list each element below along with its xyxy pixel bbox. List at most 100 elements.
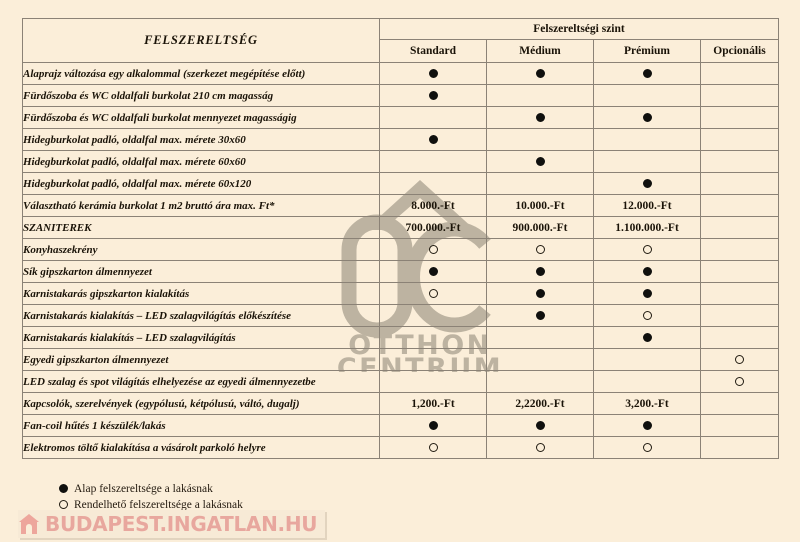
marker-cell-optional	[700, 106, 779, 129]
marker-cell-optional	[700, 282, 779, 305]
marker-cell-optional	[700, 348, 779, 371]
hollow-dot-icon	[735, 377, 744, 387]
marker-cell-standard	[379, 370, 487, 393]
equipment-level-group-header: Felszereltségi szint	[379, 18, 779, 40]
marker-cell-standard	[379, 260, 487, 283]
header-row-levels: Standard Médium Prémium Opcionális	[23, 39, 779, 63]
marker-cell-medium	[486, 348, 594, 371]
filled-dot-icon	[535, 157, 545, 167]
hollow-dot-icon	[58, 500, 68, 510]
marker-cell-medium	[486, 62, 594, 85]
filled-dot-icon	[535, 311, 545, 321]
marker-cell-premium	[593, 414, 701, 437]
price-cell-standard: 700.000.-Ft	[379, 216, 487, 239]
price-cell-standard: 1,200.-Ft	[379, 392, 487, 415]
filled-dot-icon	[428, 69, 438, 79]
marker-cell-premium	[593, 348, 701, 371]
table-row: Hidegburkolat padló, oldalfal max. méret…	[22, 172, 779, 195]
marker-cell-standard	[379, 436, 487, 459]
feature-label: Választható kerámia burkolat 1 m2 bruttó…	[22, 194, 380, 217]
filled-dot-icon	[535, 421, 545, 431]
table-row: Sík gipszkarton álmennyezet	[22, 260, 779, 283]
marker-cell-medium	[486, 414, 594, 437]
marker-cell-medium	[486, 150, 594, 173]
filled-dot-icon	[535, 113, 545, 123]
filled-dot-icon	[642, 267, 652, 277]
filled-dot-icon	[642, 421, 652, 431]
price-cell-optional	[700, 216, 779, 239]
price-cell-optional	[700, 392, 779, 415]
marker-cell-standard	[379, 84, 487, 107]
marker-cell-premium	[593, 106, 701, 129]
marker-cell-premium	[593, 62, 701, 85]
feature-label: Hidegburkolat padló, oldalfal max. méret…	[22, 150, 380, 173]
marker-cell-premium	[593, 84, 701, 107]
feature-label: Konyhaszekrény	[22, 238, 380, 261]
specification-table-container: FELSZERELTSÉG Felszereltségi szint Stand…	[22, 18, 779, 459]
marker-cell-premium	[593, 326, 701, 349]
marker-cell-standard	[379, 304, 487, 327]
marker-cell-medium	[486, 436, 594, 459]
feature-label: Fürdőszoba és WC oldalfali burkolat menn…	[22, 106, 380, 129]
marker-cell-medium	[486, 260, 594, 283]
hollow-dot-icon	[428, 443, 438, 453]
table-row: Hidegburkolat padló, oldalfal max. méret…	[22, 150, 779, 173]
filled-dot-icon	[642, 69, 652, 79]
column-header-optional: Opcionális	[700, 39, 779, 63]
table-row: Fürdőszoba és WC oldalfali burkolat 210 …	[22, 84, 779, 107]
filled-dot-icon	[642, 113, 652, 123]
feature-label: LED szalag és spot világítás elhelyezése…	[22, 370, 380, 393]
marker-cell-standard	[379, 238, 487, 261]
marker-cell-medium	[486, 304, 594, 327]
feature-label: Karnistakarás kialakítás – LED szalagvil…	[22, 304, 380, 327]
marker-cell-optional	[700, 62, 779, 85]
table-row: Konyhaszekrény	[22, 238, 779, 261]
price-cell-optional	[700, 194, 779, 217]
table-row: Egyedi gipszkarton álmennyezet	[22, 348, 779, 371]
marker-cell-optional	[700, 84, 779, 107]
filled-dot-icon	[642, 179, 652, 189]
feature-column-header: FELSZERELTSÉG	[22, 18, 380, 63]
marker-cell-standard	[379, 172, 487, 195]
feature-label: Sík gipszkarton álmennyezet	[22, 260, 380, 283]
hollow-dot-icon	[535, 443, 545, 453]
marker-cell-medium	[486, 128, 594, 151]
brand-name: BUDAPEST.INGATLAN.HU	[45, 512, 318, 536]
marker-cell-standard	[379, 62, 487, 85]
table-head: FELSZERELTSÉG Felszereltségi szint Stand…	[22, 18, 779, 63]
marker-cell-premium	[593, 238, 701, 261]
table-row: Karnistakarás gipszkarton kialakítás	[22, 282, 779, 305]
filled-dot-icon	[642, 289, 652, 299]
marker-cell-optional	[700, 238, 779, 261]
marker-cell-standard	[379, 282, 487, 305]
feature-label: Hidegburkolat padló, oldalfal max. méret…	[22, 128, 380, 151]
marker-cell-premium	[593, 436, 701, 459]
column-header-premium: Prémium	[593, 39, 701, 63]
marker-cell-premium	[593, 304, 701, 327]
marker-cell-premium	[593, 150, 701, 173]
budapest-ingatlan-brand[interactable]: BUDAPEST.INGATLAN.HU	[18, 510, 326, 538]
table-row: LED szalag és spot világítás elhelyezése…	[22, 370, 779, 393]
table-row: Karnistakarás kialakítás – LED szalagvil…	[22, 304, 779, 327]
price-cell-standard: 8.000.-Ft	[379, 194, 487, 217]
hollow-dot-icon	[735, 355, 744, 365]
marker-cell-standard	[379, 106, 487, 129]
marker-cell-premium	[593, 128, 701, 151]
filled-dot-icon	[428, 91, 438, 101]
feature-label: Fürdőszoba és WC oldalfali burkolat 210 …	[22, 84, 380, 107]
price-cell-medium: 10.000.-Ft	[486, 194, 594, 217]
hollow-dot-icon	[428, 289, 438, 299]
filled-dot-icon	[642, 333, 652, 343]
marker-cell-premium	[593, 282, 701, 305]
table-row: Fan-coil hűtés 1 készülék/lakás	[22, 414, 779, 437]
marker-cell-standard	[379, 150, 487, 173]
marker-cell-optional	[700, 260, 779, 283]
marker-cell-premium	[593, 370, 701, 393]
filled-dot-icon	[428, 421, 438, 431]
table-row: Kapcsolók, szerelvények (egypólusú, kétp…	[22, 392, 779, 415]
marker-cell-medium	[486, 84, 594, 107]
feature-label: SZANITEREK	[22, 216, 380, 239]
table-row: Hidegburkolat padló, oldalfal max. méret…	[22, 128, 779, 151]
price-cell-medium: 900.000.-Ft	[486, 216, 594, 239]
marker-cell-standard	[379, 348, 487, 371]
